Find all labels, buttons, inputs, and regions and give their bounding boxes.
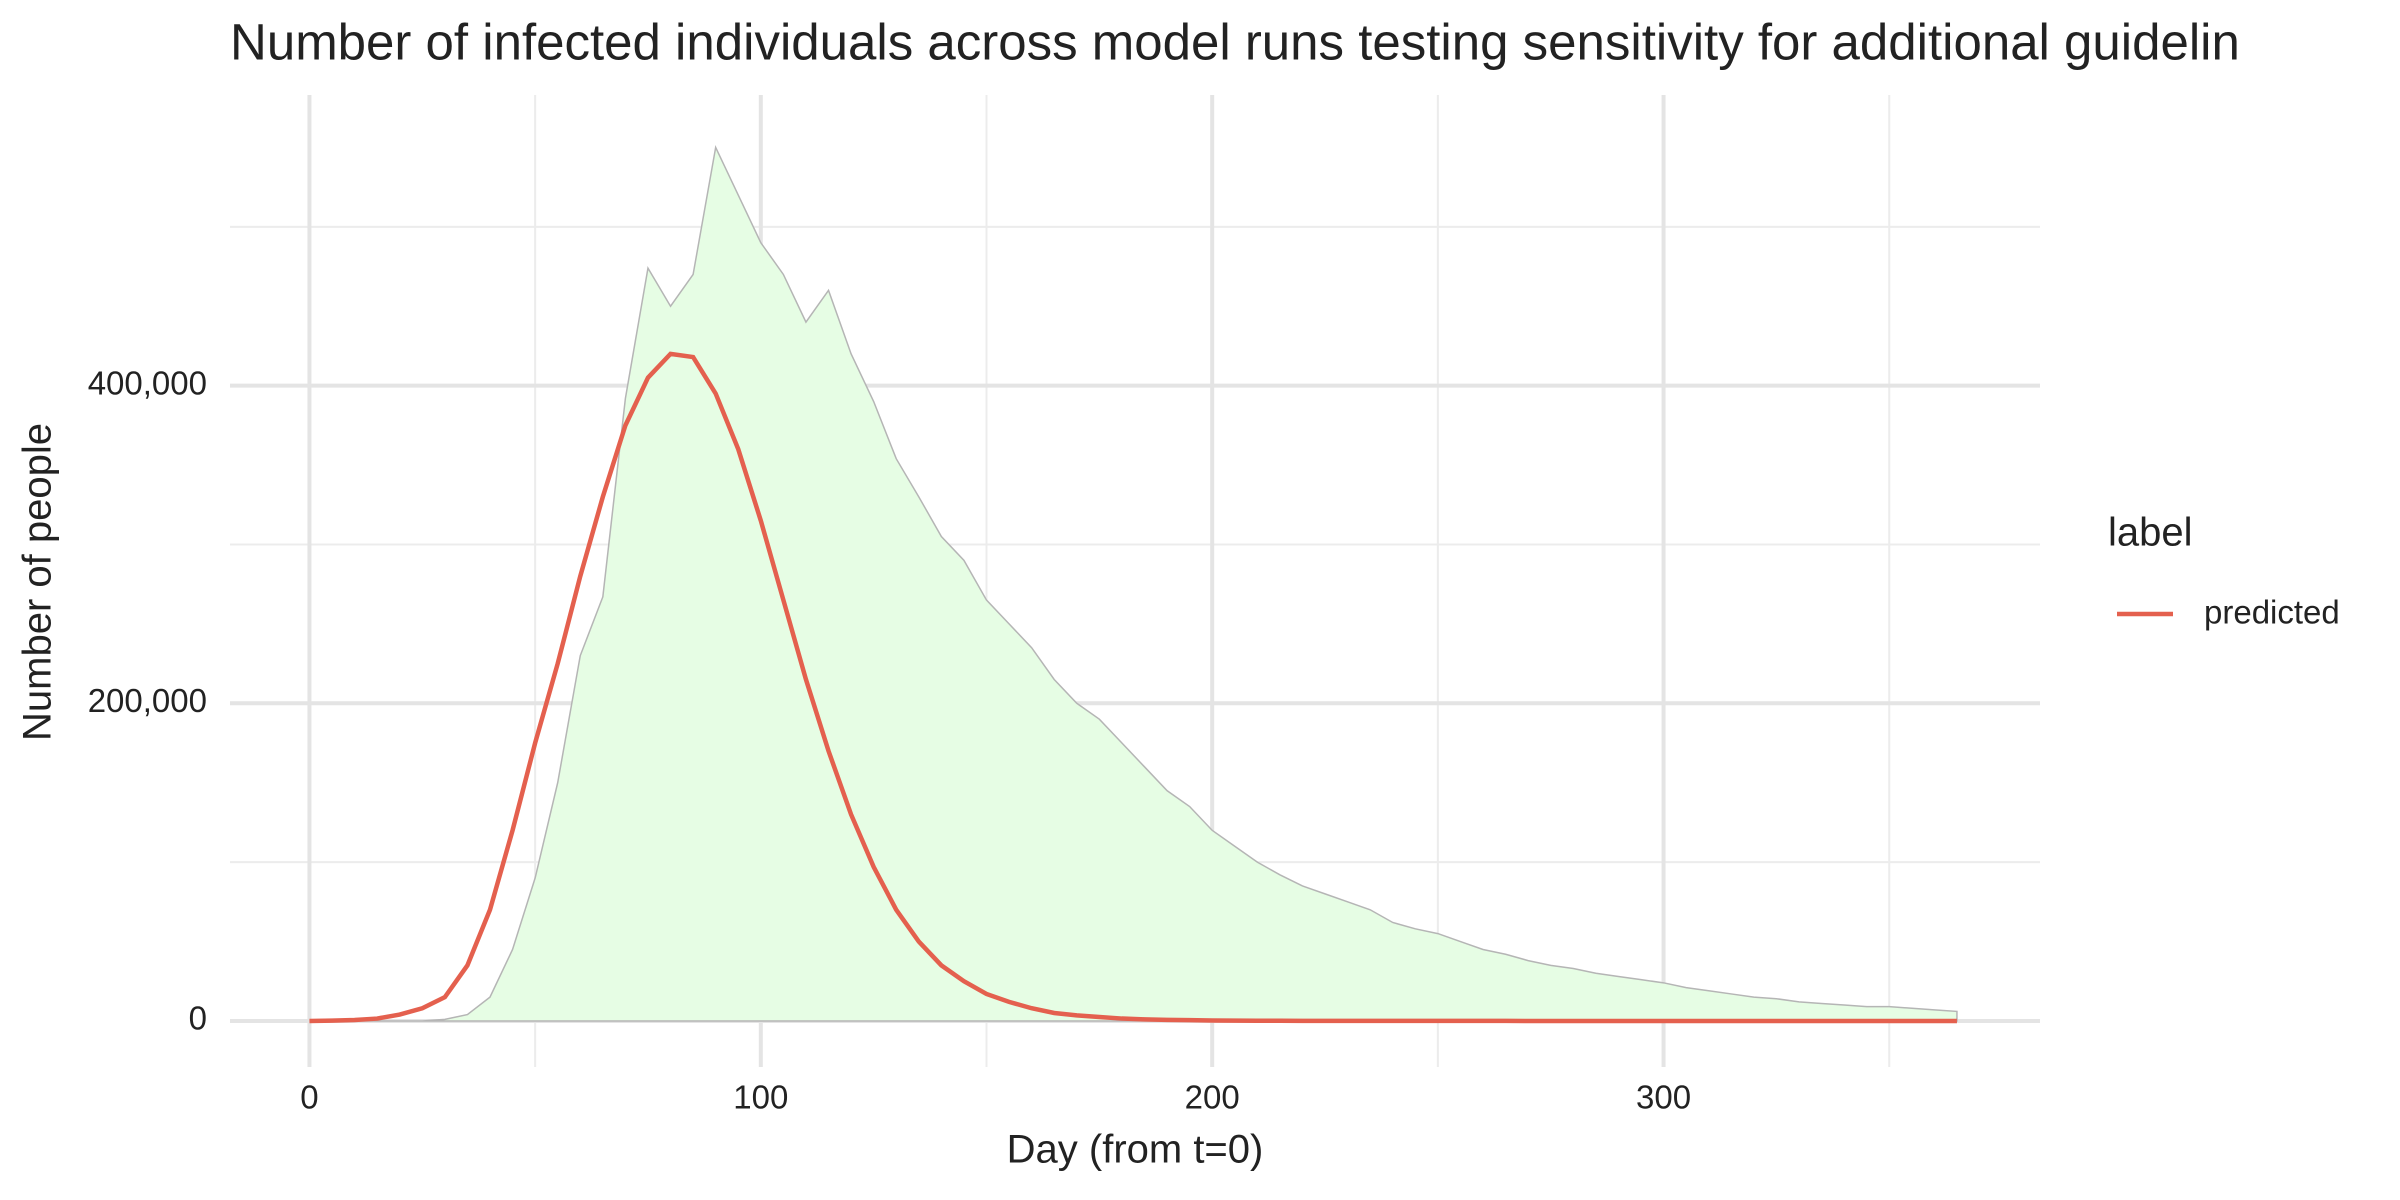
x-tick-label: 0	[300, 1079, 318, 1116]
y-tick-label: 200,000	[88, 682, 207, 719]
legend-label: predicted	[2204, 594, 2340, 631]
y-axis-title: Number of people	[16, 423, 60, 741]
legend-title: label	[2108, 511, 2193, 555]
x-axis-title: Day (from t=0)	[1007, 1128, 1264, 1172]
line	[309, 351, 1957, 1024]
y-tick-label: 400,000	[88, 364, 207, 401]
area	[309, 144, 1958, 1022]
x-tick-label: 300	[1636, 1079, 1691, 1116]
x-tick-label: 200	[1185, 1079, 1240, 1116]
y-tick-label: 0	[189, 1000, 207, 1037]
x-tick-label: 100	[733, 1079, 788, 1116]
chart-title: Number of infected individuals across mo…	[230, 13, 2240, 70]
